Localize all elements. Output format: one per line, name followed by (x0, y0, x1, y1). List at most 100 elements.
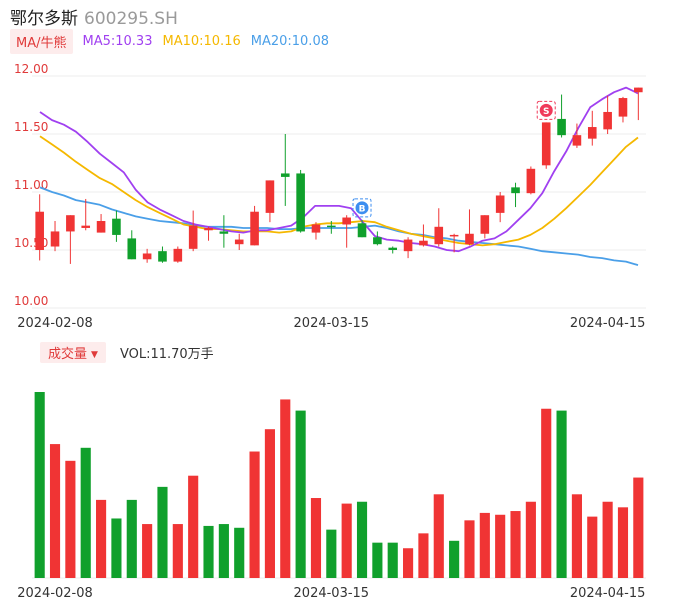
candle-body (142, 253, 152, 260)
candle-body (173, 248, 183, 262)
volume-bar (295, 410, 306, 578)
dropdown-caret-icon: ▼ (91, 350, 98, 360)
volume-bar (234, 527, 245, 578)
volume-bar (310, 498, 322, 578)
ma5-line (39, 86, 639, 253)
volume-bar (34, 392, 45, 578)
volume-bar (495, 514, 506, 578)
candle-body (634, 87, 643, 93)
volume-value: VOL:11.70万手 (119, 347, 214, 362)
candle-body (388, 247, 398, 250)
candle-body (219, 231, 229, 234)
candle-body (434, 226, 444, 245)
candle-body (188, 225, 198, 249)
candle-body (572, 135, 582, 146)
volume-bar (264, 429, 275, 578)
candle-body (357, 223, 367, 238)
volume-bar (372, 542, 383, 578)
volume-bar (602, 501, 613, 578)
volume-date-axis-tick-label: 2024-03-15 (294, 586, 370, 601)
volume-bar (479, 512, 490, 578)
candle-body (81, 225, 91, 228)
candle-body (480, 215, 490, 234)
volume-bar (617, 507, 629, 578)
volume-bar (541, 408, 552, 578)
candle-body (465, 233, 474, 245)
price-axis-tick-label: 10.00 (14, 294, 48, 308)
candle-body (327, 225, 336, 228)
candle-body (265, 180, 275, 213)
volume-bar (510, 511, 521, 578)
candle-body (587, 127, 597, 139)
volume-bar (80, 447, 91, 578)
ma-toggle-button[interactable]: MA/牛熊 (10, 28, 73, 54)
volume-bar (49, 444, 61, 578)
volume-date-axis-tick-label: 2024-04-15 (570, 586, 646, 601)
volume-bar (341, 503, 352, 578)
volume-bar (172, 524, 183, 578)
volume-bar (571, 494, 582, 578)
volume-bar (126, 499, 137, 578)
volume-bar (96, 499, 107, 578)
candle-body (112, 218, 121, 235)
candle-body (449, 234, 459, 237)
candle-body (603, 111, 612, 130)
volume-bar (326, 529, 337, 578)
ma10-label: MA10:10.16 (162, 33, 241, 49)
buy-marker-icon (539, 103, 553, 117)
candle-body (280, 173, 290, 177)
volume-bar (188, 475, 199, 578)
volume-bar (464, 520, 475, 578)
volume-indicator-button[interactable]: 成交量 ▼ (40, 342, 106, 363)
volume-bar (356, 501, 368, 578)
volume-bar (280, 399, 291, 578)
candle-body (296, 173, 305, 232)
volume-bar (403, 548, 414, 578)
volume-bar (418, 533, 429, 578)
volume-bar (433, 494, 444, 578)
candle-body (234, 239, 244, 245)
stock-name: 鄂尔多斯 (10, 9, 78, 29)
volume-bar (249, 451, 260, 578)
candle-body (511, 187, 520, 194)
date-axis-tick-label: 2024-04-15 (570, 316, 646, 331)
volume-bar (203, 525, 214, 578)
candle-body (50, 231, 60, 247)
candle-body (419, 240, 428, 246)
candle-body (557, 118, 566, 136)
volume-bar (218, 524, 229, 578)
candle-body (618, 98, 628, 117)
candle-body (250, 211, 259, 246)
candle-body (373, 237, 382, 245)
volume-bar (525, 501, 536, 578)
candle-body (526, 168, 536, 194)
buy-marker-frame (536, 100, 556, 120)
candle-body (158, 251, 167, 262)
price-axis-tick-label: 11.50 (14, 120, 48, 134)
volume-bar (633, 477, 644, 578)
candle-body (495, 195, 505, 213)
candle-body (96, 221, 106, 233)
date-axis-tick-label: 2024-03-15 (294, 316, 370, 331)
volume-bar (449, 540, 460, 578)
buy-marker-glyph: S (543, 107, 549, 117)
candle-body (541, 122, 551, 166)
volume-legend: 成交量 ▼ VOL:11.70万手 (40, 342, 214, 363)
sell-marker-frame (352, 198, 372, 218)
candle-body (35, 211, 44, 250)
ma20-line (39, 186, 639, 266)
ma10-line (39, 135, 639, 247)
stock-code: 600295.SH (84, 9, 178, 29)
sell-marker-icon (355, 201, 369, 215)
sell-marker-glyph: B (359, 204, 366, 214)
volume-date-axis-tick-label: 2024-02-08 (17, 586, 93, 601)
volume-bar (142, 524, 153, 578)
stock-title: 鄂尔多斯 600295.SH (10, 4, 178, 29)
volume-bar (111, 518, 122, 578)
candle-body (66, 215, 75, 232)
price-axis-tick-label: 11.00 (14, 178, 48, 192)
ma5-label: MA5:10.33 (82, 33, 153, 49)
volume-indicator-label: 成交量 (48, 347, 88, 362)
candle-body (127, 238, 137, 260)
